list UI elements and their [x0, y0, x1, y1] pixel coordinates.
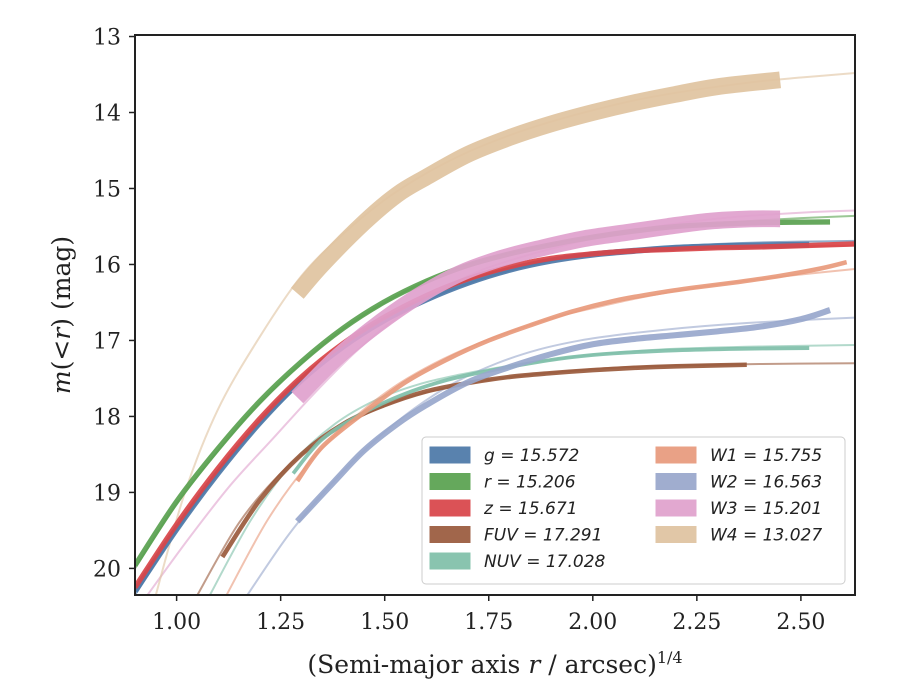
plot-frame	[134, 34, 856, 596]
x-tick-label: 1.75	[464, 610, 513, 635]
y-axis: 13 14 15 16 17 18 19 20	[93, 26, 135, 582]
legend-box	[421, 436, 846, 585]
legend-label-nuv: NUV = 17.028	[484, 552, 606, 572]
data-band-w3	[291, 210, 781, 404]
data-band-w2	[295, 307, 831, 524]
legend-swatch-fuv	[429, 526, 471, 543]
legend-label-w4: W4 = 13.027	[710, 526, 822, 546]
y-tick-label: 18	[93, 405, 121, 430]
y-tick-label: 17	[93, 329, 121, 354]
x-tick-label: 2.25	[672, 610, 721, 635]
x-tick-label: 1.50	[360, 610, 409, 635]
legend-swatch-w4	[655, 526, 697, 543]
y-tick-label: 19	[93, 481, 121, 506]
y-tick-label: 13	[93, 26, 121, 51]
data-band-w1	[295, 259, 848, 483]
legend-swatch-g	[429, 446, 471, 464]
series-layer	[135, 71, 855, 595]
legend-label-w1: W1 = 15.755	[710, 446, 822, 466]
x-tick-label: 1.00	[152, 610, 201, 635]
y-tick-label: 20	[93, 557, 121, 582]
legend-swatch-w3	[655, 499, 697, 517]
y-tick-label: 15	[93, 177, 121, 202]
data-band-w4	[290, 71, 781, 299]
legend-label-r: r = 15.206	[484, 473, 576, 493]
legend-label-z: z = 15.671	[483, 499, 577, 519]
legend-label-g: g = 15.572	[484, 446, 579, 466]
x-tick-label: 2.00	[568, 610, 617, 635]
x-tick-label: 2.50	[776, 610, 825, 635]
y-tick-label: 14	[93, 102, 121, 127]
legend-swatch-nuv	[429, 552, 471, 570]
legend-swatch-w1	[655, 446, 697, 464]
legend-swatch-z	[429, 499, 471, 517]
legend-swatch-r	[429, 473, 471, 490]
legend-label-fuv: FUV = 17.291	[484, 526, 602, 546]
x-tick-label: 1.25	[256, 610, 305, 635]
y-axis-label: m(<r) (mag)	[47, 236, 76, 394]
y-tick-label: 16	[93, 253, 121, 278]
legend: g = 15.572 r = 15.206 z = 15.671 FUV = 17.2…	[421, 436, 846, 585]
x-axis: 1.00 1.25 1.50 1.75 2.00 2.25 2.50	[152, 595, 825, 635]
legend-label-w2: W2 = 16.563	[710, 473, 822, 493]
x-axis-label: (Semi-major axis r / arcsec)1/4	[307, 648, 682, 679]
legend-label-w3: W3 = 15.201	[710, 499, 822, 519]
legend-swatch-w2	[655, 473, 697, 490]
